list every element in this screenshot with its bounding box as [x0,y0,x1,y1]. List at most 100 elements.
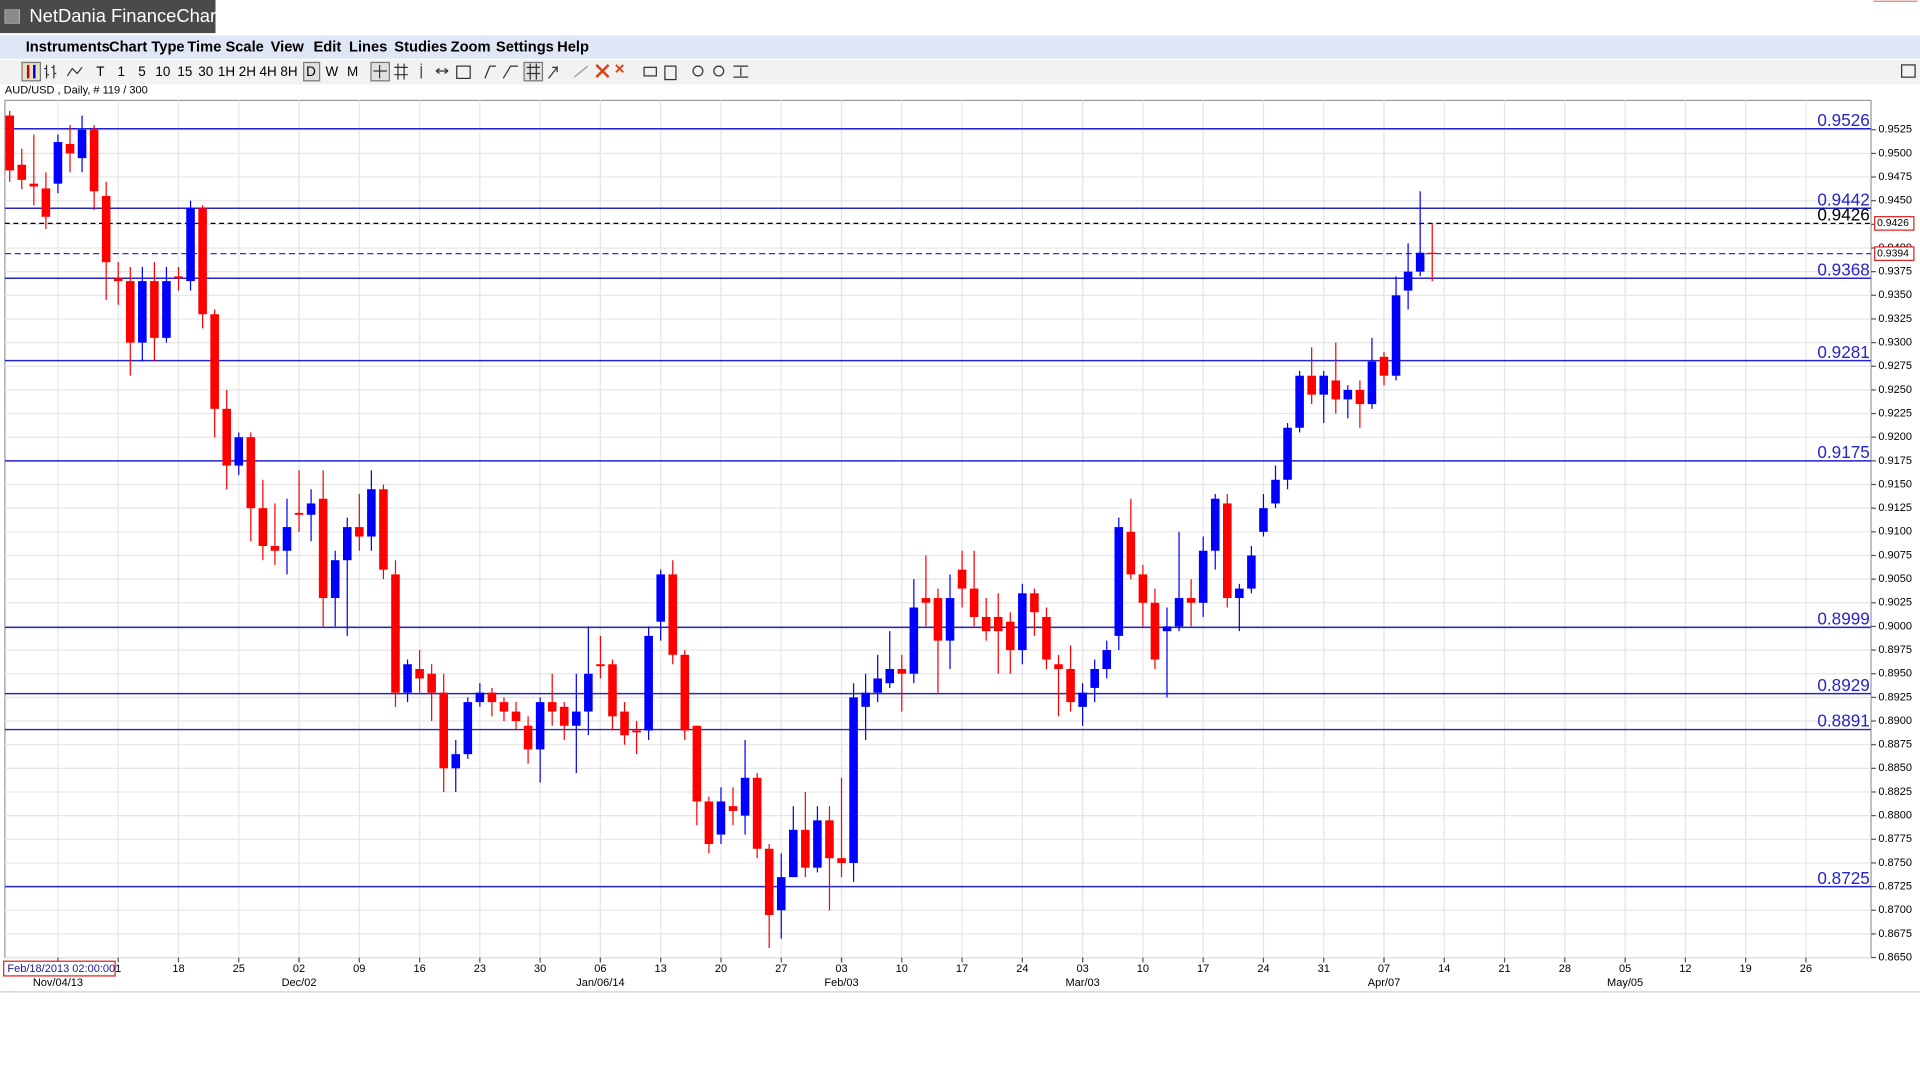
candle-body [572,711,581,726]
candle-body [776,877,786,911]
candle-body [29,183,39,187]
candle-body [716,801,726,835]
level-label: 0.9281 [1817,342,1869,362]
x-tick-label-month: May/05 [1607,977,1643,989]
y-tick-label: 0.8675 [1878,928,1912,940]
x-tick-label: 10 [896,963,908,975]
timescale-button[interactable]: W [325,64,338,79]
tool-pan-icon[interactable] [435,68,449,74]
y-tick-label: 0.9100 [1878,526,1912,538]
x-tick-label: 28 [1559,963,1571,975]
tool-zoom-out-icon[interactable] [713,65,725,77]
menu-item[interactable]: Studies [394,40,447,56]
timescale-button[interactable]: T [96,64,104,79]
tool-print-icon[interactable] [643,66,657,77]
tool-line-icon[interactable] [66,66,83,77]
tool-zoom-in-icon[interactable] [692,65,704,77]
timescale-button[interactable]: 30 [198,64,213,79]
candle-body [849,697,858,863]
candle-body [1186,598,1196,603]
axes: 0.8650 0.8675 0.8700 0.8725 0.8750 0.8775 0.88… [33,124,1915,989]
candle-body [1162,626,1172,632]
timescale-button[interactable]: 5 [138,64,145,79]
tool-trend-icon[interactable] [484,65,496,79]
timescale-button[interactable]: D [306,64,316,79]
tool-bar-icon[interactable] [44,64,57,79]
candle-body [993,616,1003,632]
candle-body [523,725,533,750]
x-tick-label: 13 [655,963,667,975]
candle-body [584,673,593,712]
timescale-button[interactable]: 4H [260,64,277,79]
menu-bar [0,35,1920,59]
candle-body [89,129,99,192]
x-tick-label: 21 [1498,963,1510,975]
window-icon[interactable] [1901,64,1916,78]
candle-body [1102,650,1112,669]
candle-body [198,208,207,315]
candle-body [1283,427,1292,480]
menu-item[interactable]: Chart Type [109,40,185,56]
timescale-button[interactable]: 1 [117,64,124,79]
candle-body [668,574,678,655]
timescale-button[interactable]: 15 [177,64,192,79]
candle-body [439,692,448,769]
candle-body [789,829,798,878]
candle-body [1174,598,1184,627]
x-tick-label-month: Nov/04/13 [33,977,83,989]
tool-candle-button[interactable] [21,61,42,82]
tool-preview-icon[interactable] [664,65,677,81]
x-tick-label-month: Apr/07 [1368,977,1400,989]
timescale-button[interactable]: M [347,64,358,79]
tool-pencil-icon[interactable] [573,65,589,78]
cursor-date: Feb/18/2013 02:00:00 [7,963,115,975]
tool-delete-icon[interactable] [595,64,610,79]
price-badge [1874,246,1915,262]
timescale-button[interactable]: 10 [155,64,170,79]
y-tick-label: 0.8700 [1878,904,1912,916]
candle-body [113,278,123,282]
menu-item[interactable]: Instruments [26,40,110,56]
menu-item[interactable]: Lines [349,40,387,56]
candle-body [620,711,629,736]
timescale-button[interactable]: 8H [280,64,297,79]
x-tick-label: 30 [534,963,546,975]
y-tick-label: 0.8900 [1878,715,1912,727]
candle-body [1319,375,1329,395]
tool-vol-icon[interactable] [456,65,471,79]
app-icon [4,9,20,24]
tool-fit-icon[interactable] [733,65,749,78]
menu-item[interactable]: Edit [313,40,341,56]
candle-body [861,692,870,707]
y-tick-label: 0.8875 [1878,739,1912,751]
candle-body [1210,498,1220,551]
x-tick-label: 17 [1197,963,1209,975]
candle-body [1235,588,1244,599]
tool-fib-button[interactable] [523,61,544,82]
price-badge-label: 0.9394 [1877,248,1909,259]
timescale-button[interactable]: 2H [239,64,256,79]
tool-arrow-icon[interactable] [548,65,558,79]
x-tick-label: 24 [1016,963,1028,975]
tool-trend2-icon[interactable] [502,65,518,79]
level-label: 0.8725 [1817,868,1869,888]
tool-grid-icon[interactable] [394,63,408,80]
candle-body [41,188,51,217]
plot-area [4,99,1872,959]
timescale-button[interactable]: 1H [218,64,235,79]
x-tick-label: 07 [1378,963,1390,975]
menu-item[interactable]: Zoom [451,40,491,56]
menu-item[interactable]: Time Scale [187,40,263,56]
menu-item[interactable]: Help [557,40,589,56]
candle-body [1271,479,1280,504]
menu-item[interactable]: Settings [496,40,554,56]
tool-selected [303,61,321,82]
x-tick-label-month: Jan/06/14 [576,977,624,989]
candle-body [1222,503,1232,599]
candle-body [608,664,617,717]
candle-body [222,408,231,466]
menu-item[interactable]: View [271,40,305,56]
candle-body [1427,252,1437,254]
tool-delete-all-icon[interactable] [615,64,624,73]
